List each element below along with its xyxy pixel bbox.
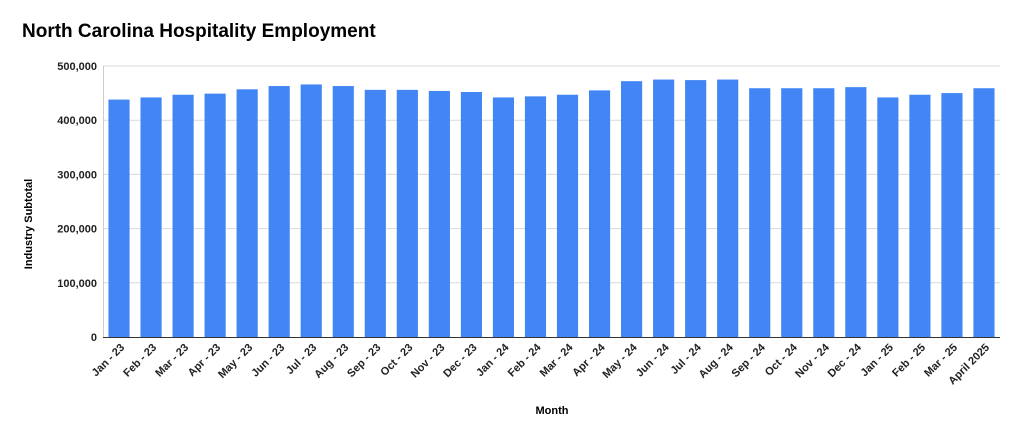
bar bbox=[364, 89, 386, 338]
bar bbox=[556, 94, 579, 337]
x-tick-label: May - 24 bbox=[601, 341, 641, 381]
bar bbox=[236, 89, 258, 337]
bar bbox=[909, 94, 931, 337]
bar bbox=[781, 88, 803, 337]
x-axis-title: Month bbox=[536, 405, 569, 417]
x-tick-label: Dec - 24 bbox=[826, 341, 865, 380]
y-tick-label: 200,000 bbox=[57, 224, 97, 236]
bars bbox=[108, 79, 995, 338]
bar bbox=[621, 81, 643, 338]
bar bbox=[941, 93, 963, 337]
x-tick-label: Jan - 24 bbox=[474, 341, 512, 379]
bar bbox=[813, 88, 835, 337]
x-tick-label: Jun - 24 bbox=[634, 341, 673, 380]
bar bbox=[685, 80, 707, 337]
bar bbox=[588, 90, 611, 337]
bar bbox=[653, 79, 675, 338]
bar bbox=[492, 97, 515, 337]
x-tick-label: Nov - 24 bbox=[793, 341, 832, 380]
x-tick-label: Jan - 23 bbox=[90, 342, 127, 379]
x-tick-label: Jun - 23 bbox=[249, 342, 287, 380]
x-tick-label: Aug - 24 bbox=[697, 341, 737, 381]
y-tick-label: 0 bbox=[91, 332, 97, 344]
x-tick-label: Dec - 23 bbox=[441, 342, 479, 380]
y-tick-label: 100,000 bbox=[57, 278, 97, 290]
bar bbox=[204, 93, 226, 337]
bar bbox=[428, 90, 450, 337]
bar bbox=[973, 88, 995, 337]
x-tick-label: Aug - 23 bbox=[312, 342, 351, 381]
x-tick-label: Feb - 25 bbox=[890, 342, 928, 380]
bar bbox=[396, 89, 418, 338]
x-tick-label: Nov - 23 bbox=[409, 342, 448, 381]
x-tick-label: Sep - 24 bbox=[730, 341, 769, 380]
bar bbox=[108, 99, 130, 337]
bar bbox=[268, 86, 290, 337]
y-tick-labels: 0 100,000 200,000 300,000 400,000 500,000 bbox=[57, 61, 97, 344]
bar bbox=[524, 96, 547, 338]
bar bbox=[845, 87, 867, 337]
x-tick-label: Jan - 25 bbox=[859, 342, 896, 379]
bar bbox=[332, 86, 354, 337]
x-tick-label: Feb - 23 bbox=[121, 342, 159, 380]
x-tick-label: Mar - 23 bbox=[153, 342, 191, 380]
bar bbox=[717, 79, 739, 338]
x-tick-label: Sep - 23 bbox=[345, 342, 383, 380]
bar bbox=[172, 94, 194, 337]
chart-title: North Carolina Hospitality Employment bbox=[22, 21, 376, 42]
y-tick-label: 300,000 bbox=[57, 169, 97, 181]
bar bbox=[140, 97, 162, 337]
bar bbox=[460, 92, 482, 338]
x-tick-label: May - 23 bbox=[216, 342, 255, 381]
bar bbox=[877, 97, 899, 337]
bar bbox=[300, 84, 322, 337]
y-tick-label: 400,000 bbox=[57, 115, 97, 127]
x-tick-label: Mar - 24 bbox=[538, 341, 577, 380]
x-tick-label: Feb - 24 bbox=[506, 341, 545, 380]
bar bbox=[749, 88, 771, 337]
y-tick-label: 500,000 bbox=[57, 61, 97, 73]
y-axis-title: Industry Subtotal bbox=[23, 179, 35, 269]
